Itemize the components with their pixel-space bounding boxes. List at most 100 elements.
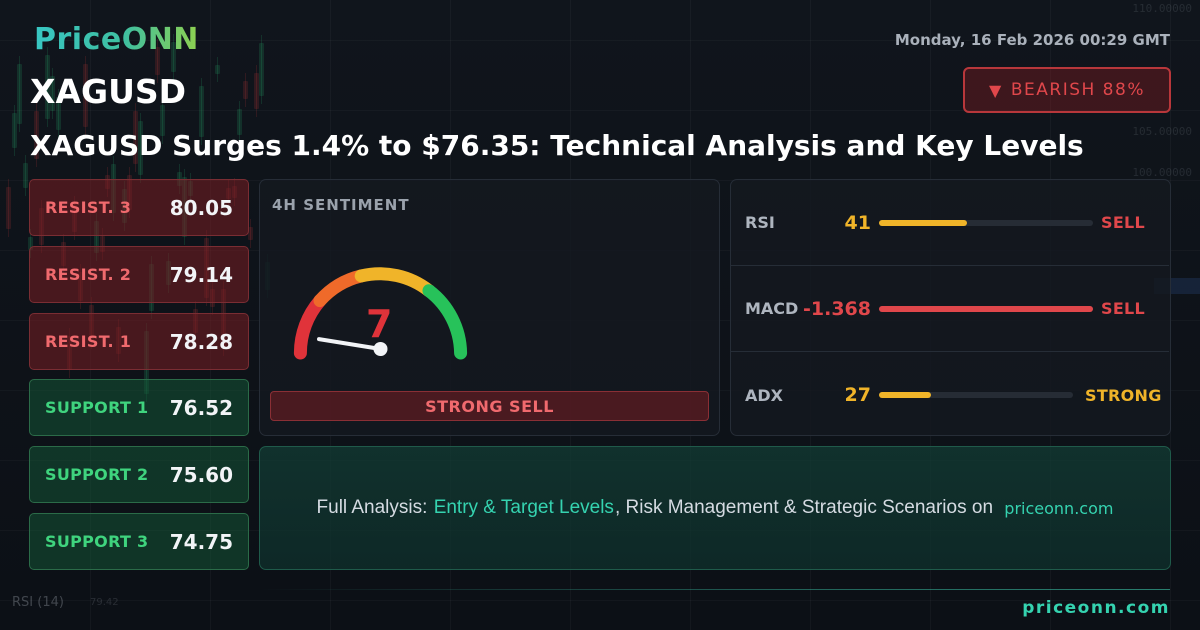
- indicator-track: [879, 305, 1093, 312]
- bg-candle-wick: [140, 113, 141, 184]
- bg-candle: [132, 111, 138, 164]
- bg-candle: [242, 80, 248, 99]
- level-value: 76.52: [169, 395, 233, 420]
- bg-candle: [138, 121, 143, 176]
- bg-candle: [248, 227, 253, 241]
- indicator-signal: STRONG: [1085, 385, 1162, 405]
- indicator-name: ADX: [745, 385, 783, 405]
- cta-site-link[interactable]: priceonn.com: [1004, 498, 1114, 518]
- gauge-arc-red: [293, 294, 327, 360]
- bg-candle: [94, 220, 99, 253]
- bg-candle-wick: [85, 55, 86, 136]
- gauge-arc-yellow: [354, 267, 436, 298]
- bg-candle: [11, 113, 17, 148]
- brand-logo: PriceONN: [34, 22, 199, 57]
- level-value: 80.05: [169, 195, 233, 220]
- sentiment-score: 7: [366, 302, 393, 346]
- timestamp: Monday, 16 Feb 2026 00:29 GMT: [894, 31, 1170, 49]
- bg-candle-wick: [261, 34, 262, 104]
- level-value: 79.14: [169, 262, 233, 287]
- level-value: 78.28: [169, 329, 233, 354]
- level-label: SUPPORT 3: [45, 532, 149, 551]
- indicator-value: -1.368: [803, 297, 871, 320]
- bg-candle-wick: [162, 96, 163, 145]
- bg-candle-wick: [239, 101, 240, 143]
- bg-candle: [259, 42, 264, 96]
- level-support-3: SUPPORT 3 74.75: [29, 513, 249, 570]
- bg-candle: [99, 235, 105, 252]
- full-analysis-cta[interactable]: Full Analysis: Entry & Target Levels, Ri…: [259, 446, 1171, 570]
- bg-candle-wick: [35, 102, 37, 167]
- bg-candle-wick: [101, 227, 103, 260]
- indicator-name: RSI: [745, 213, 775, 232]
- bg-price-tick: 100.00000: [1132, 166, 1192, 179]
- sentiment-gauge: [293, 267, 468, 360]
- bg-candle: [215, 64, 220, 74]
- bg-candle: [17, 63, 22, 125]
- footer-site-link[interactable]: priceonn.com: [1022, 598, 1170, 618]
- bg-candle: [198, 86, 204, 137]
- bg-candle-wick: [57, 88, 59, 138]
- bg-candle: [33, 110, 39, 159]
- indicator-fill: [879, 219, 967, 226]
- bg-candle-wick: [173, 34, 174, 80]
- bias-badge: ▼ BEARISH 88%: [963, 67, 1171, 113]
- level-label: SUPPORT 1: [45, 398, 149, 417]
- level-value: 75.60: [169, 462, 233, 487]
- bg-candle: [171, 42, 176, 72]
- level-resist-3: RESIST. 3 80.05: [29, 179, 249, 236]
- bg-candle-wick: [244, 72, 246, 107]
- bg-candle: [22, 163, 28, 189]
- gauge-arc-orange: [313, 269, 368, 308]
- indicator-name: MACD: [745, 299, 799, 318]
- gauge-arc-green: [422, 284, 468, 360]
- level-label: SUPPORT 2: [45, 465, 149, 484]
- bg-candle-wick: [200, 78, 202, 145]
- bg-grid-hline: [0, 600, 1200, 601]
- indicator-value: 27: [844, 384, 871, 406]
- bg-candle-wick: [96, 212, 97, 261]
- level-label: RESIST. 1: [45, 332, 132, 351]
- bg-candle-wick: [46, 47, 48, 128]
- bg-candle: [154, 47, 160, 75]
- indicator-row-rsi: RSI 41 SELL: [731, 180, 1169, 266]
- bg-candle-wick: [13, 105, 15, 156]
- indicator-row-adx: ADX 27 STRONG: [731, 352, 1169, 438]
- bg-candle: [6, 187, 11, 229]
- bg-candle: [83, 63, 88, 128]
- cta-suffix: , Risk Management & Strategic Scenarios …: [614, 497, 999, 518]
- indicator-signal: SELL: [1101, 213, 1146, 232]
- level-support-2: SUPPORT 2 75.60: [29, 446, 249, 503]
- bg-candle: [44, 55, 50, 120]
- bg-candle: [237, 109, 242, 135]
- bg-candle-wick: [255, 64, 257, 118]
- sentiment-panel: 4H SENTIMENT 7 STRONG SELL: [259, 179, 720, 436]
- cta-highlight[interactable]: Entry & Target Levels: [433, 497, 614, 518]
- symbol-title: XAGUSD: [30, 72, 187, 111]
- level-resist-1: RESIST. 1 78.28: [29, 313, 249, 370]
- bg-candle: [160, 104, 165, 137]
- bg-candle: [253, 72, 259, 110]
- bg-candle-wick: [156, 39, 158, 83]
- indicator-row-macd: MACD -1.368 SELL: [731, 266, 1169, 352]
- level-label: RESIST. 3: [45, 198, 132, 217]
- bg-candle-wick: [8, 179, 9, 237]
- level-support-1: SUPPORT 1 76.52: [29, 379, 249, 436]
- bg-candle-wick: [217, 56, 218, 82]
- cta-prefix: Full Analysis:: [316, 497, 433, 518]
- bg-candle-wick: [52, 68, 53, 119]
- bg-price-tick: 105.00000: [1132, 125, 1192, 138]
- bg-candle-wick: [134, 103, 136, 172]
- bg-price-tick: 110.00000: [1132, 2, 1192, 15]
- sentiment-signal: STRONG SELL: [270, 391, 709, 421]
- bg-candle-wick: [250, 219, 251, 249]
- headline: XAGUSD Surges 1.4% to $76.35: Technical …: [30, 129, 1084, 162]
- bg-candle: [28, 237, 33, 250]
- sentiment-title: 4H SENTIMENT: [272, 196, 410, 214]
- level-resist-2: RESIST. 2 79.14: [29, 246, 249, 303]
- bg-candle-wick: [19, 55, 20, 133]
- bg-rsi-value: 79.42: [90, 597, 119, 608]
- indicator-signal: SELL: [1101, 299, 1146, 318]
- footer-divider: [260, 589, 1170, 590]
- level-label: RESIST. 2: [45, 265, 132, 284]
